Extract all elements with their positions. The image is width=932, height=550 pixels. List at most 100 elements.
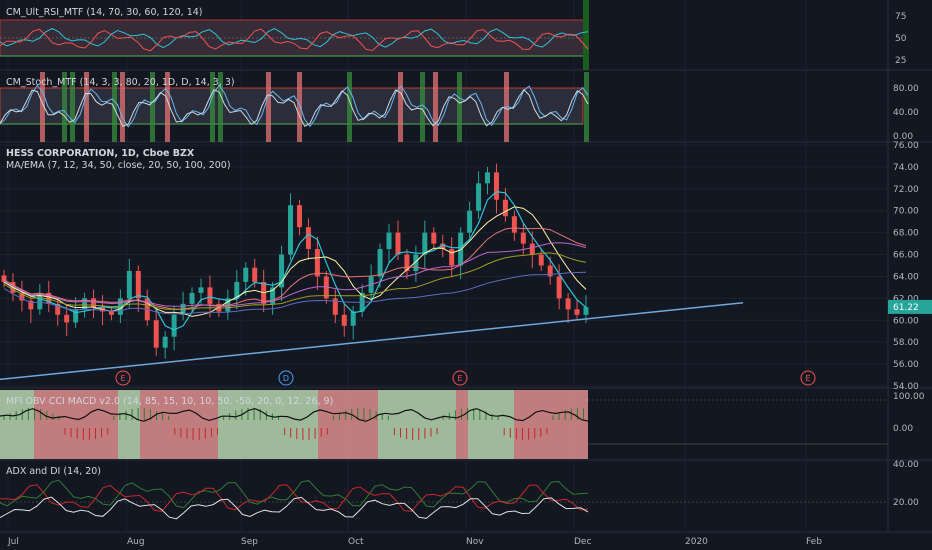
stoch-signal-bar: [457, 72, 462, 142]
mfi-zone: [378, 390, 456, 459]
stoch-signal-bar: [297, 72, 302, 142]
di-plus-line: [0, 479, 589, 509]
x-axis-label: Oct: [348, 537, 364, 547]
x-axis-label: Dec: [574, 537, 591, 547]
candle-body: [422, 232, 428, 255]
candle-body: [243, 267, 249, 282]
candle-body: [377, 249, 383, 277]
price-tick-label: 66.00: [893, 251, 919, 261]
candle-body: [565, 298, 571, 310]
candle-body: [73, 309, 79, 323]
adx-line: [0, 496, 589, 520]
candle-body: [37, 292, 43, 310]
candle-body: [198, 287, 204, 293]
candle-body: [386, 232, 392, 250]
price-tick-label: 70.00: [893, 207, 919, 217]
price-tick-label: 56.00: [893, 360, 919, 370]
ma-12-line: [3, 206, 587, 317]
rsi-tick-label: 25: [895, 56, 906, 66]
mfi-zone: [318, 390, 378, 459]
candle-body: [538, 254, 544, 266]
stoch-title: CM_Stoch_MTF (14, 3, 3, 80, 20, 1D, D, 1…: [6, 77, 235, 88]
event-label: D: [283, 374, 289, 383]
stoch-tick-label: 40.00: [893, 108, 919, 118]
mfi-zone: [514, 390, 588, 459]
last-price-badge: [888, 299, 932, 314]
stoch-signal-bar: [165, 72, 170, 142]
price-tick-label: 74.00: [893, 163, 919, 173]
ma-7-line: [3, 190, 587, 331]
rsi-signal-line: [0, 28, 589, 52]
price-tick-label: 68.00: [893, 229, 919, 239]
price-tick-label: 76.00: [893, 141, 919, 151]
mfi-zone: [218, 390, 234, 459]
candle-body: [296, 205, 302, 228]
candle-body: [556, 276, 562, 299]
candle-body: [511, 216, 517, 233]
candle-body: [467, 210, 473, 233]
candle-body: [458, 232, 464, 266]
rsi-tick-label: 50: [895, 34, 907, 44]
candle-body: [404, 254, 410, 271]
candle-body: [395, 232, 401, 255]
obv-line: [0, 407, 589, 422]
candle-body: [162, 336, 168, 348]
mfi-tick-label: 0.00: [893, 424, 913, 434]
candle-body: [135, 270, 141, 299]
price-tick-label: 58.00: [893, 338, 919, 348]
candle-body: [520, 232, 526, 244]
event-label: E: [805, 374, 810, 383]
candle-body: [252, 267, 258, 282]
candle-body: [171, 314, 177, 337]
mfi-tick-label: 100.00: [893, 392, 925, 402]
candle-body: [341, 314, 347, 326]
candle-body: [502, 199, 508, 217]
price-tick-label: 60.00: [893, 316, 919, 326]
stoch-signal-bar: [584, 72, 589, 142]
last-price-label: 61.22: [893, 303, 919, 313]
stoch-signal-bar: [150, 72, 155, 142]
candle-body: [413, 254, 419, 271]
mfi-zone: [0, 390, 34, 459]
event-label: E: [120, 374, 125, 383]
stoch-signal-bar: [347, 72, 352, 142]
ma-50-line: [3, 242, 587, 307]
mfi-zone: [140, 390, 218, 459]
stoch-signal-bar: [62, 72, 67, 142]
candle-body: [305, 227, 311, 250]
candle-body: [547, 265, 553, 277]
price-tick-label: 72.00: [893, 185, 919, 195]
candle-body: [529, 243, 535, 255]
candle-body: [189, 292, 195, 304]
stoch-signal-bar: [433, 72, 438, 142]
candle-body: [46, 292, 52, 304]
candle-body: [1, 275, 7, 282]
earnings-event-marker: [800, 370, 816, 386]
stoch-signal-bar: [70, 72, 75, 142]
x-axis-label: Aug: [127, 537, 145, 547]
stoch-tick-label: 80.00: [893, 84, 919, 94]
candle-body: [153, 320, 159, 348]
x-axis-label: Jul: [7, 537, 19, 547]
rsi-panel: [0, 0, 589, 70]
candle-body: [55, 303, 61, 315]
candle-body: [19, 292, 25, 301]
stoch-signal-bar: [210, 72, 215, 142]
x-axis-label: Sep: [241, 537, 258, 547]
candle-body: [126, 270, 132, 299]
candle-body: [350, 311, 356, 326]
mfi-title: MFI OBV CCI MACD v2.0 (14, 85, 15, 10, 1…: [6, 396, 333, 407]
stoch-signal-bar: [218, 72, 223, 142]
candle-body: [485, 172, 491, 184]
rsi-line: [0, 27, 589, 49]
candle-body: [314, 249, 320, 277]
mfi-zone: [34, 390, 118, 459]
price-tick-label: 54.00: [893, 382, 919, 392]
mfi-zone: [118, 390, 140, 459]
adx-panel: [0, 479, 888, 520]
x-axis-label: Nov: [466, 537, 484, 547]
candle-body: [108, 311, 114, 315]
earnings-event-marker: [278, 370, 294, 386]
